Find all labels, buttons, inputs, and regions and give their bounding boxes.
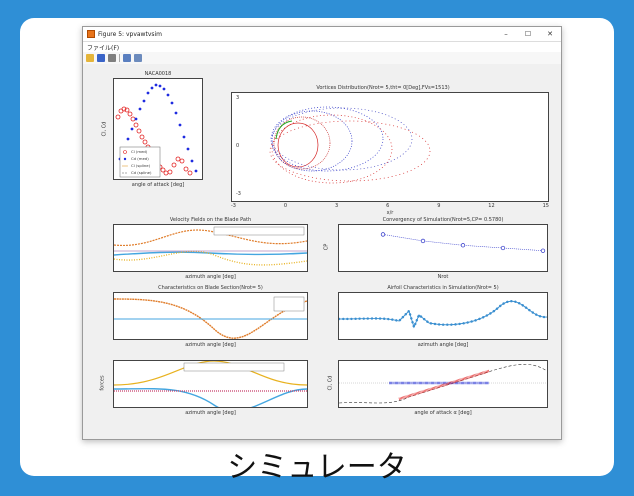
convergency-ylabel: CP — [323, 243, 330, 251]
vortex-ytick-3: -3 — [236, 191, 241, 197]
minimize-button[interactable]: – — [504, 30, 508, 38]
vortex-xticks: -3 0 3 6 9 12 15 — [231, 203, 549, 209]
blade-plot — [113, 292, 308, 340]
blade-title: Characteristics on Blade Section(Nrot= 5… — [158, 285, 263, 291]
airfoil-title: Airfoil Characteristics in Simulation(Nr… — [387, 285, 499, 291]
naca-title: NACA0018 — [144, 71, 172, 77]
velocity-plot — [113, 224, 308, 272]
naca-legend-1: Cl (med) — [131, 149, 148, 154]
close-button[interactable]: ✕ — [547, 30, 553, 38]
convergency-xlabel: Nrot — [437, 274, 449, 280]
vortex-title: Vortices Distribution(Nrot= 5,tht= 0[Deg… — [316, 85, 450, 91]
figure-canvas: NACA0018 Cl (med) Cd (med) Cl (spline) C… — [83, 64, 561, 439]
blade-xlabel: azimuth angle [deg] — [185, 342, 236, 348]
figure-window: Figure 5: vpvawtvsim – ☐ ✕ ファイル(F) NACA0… — [82, 26, 562, 440]
vortex-xlabel: x/r — [386, 210, 394, 216]
menu-file[interactable]: ファイル(F) — [87, 44, 120, 52]
link-plot-icon[interactable] — [123, 54, 131, 62]
convergency-point-2 — [420, 238, 426, 244]
clcd-xlabel: angle of attack α [deg] — [414, 410, 472, 416]
convergency-point-1 — [380, 232, 386, 237]
velocity-xlabel: azimuth angle [deg] — [185, 274, 236, 280]
vortex-ytick-1: 3 — [236, 95, 240, 101]
convergency-title: Convergency of Simulation(Nrot=5,CP= 0.5… — [382, 217, 504, 223]
clcd-plot — [338, 360, 548, 408]
naca-xlabel: angle of attack [deg] — [131, 182, 185, 188]
vortex-ytick-2: 0 — [236, 143, 240, 149]
convergency-line — [382, 234, 544, 252]
convergency-point-3 — [460, 243, 466, 248]
print-icon[interactable] — [108, 54, 116, 62]
naca-ylabel: Cl, Cd — [101, 121, 108, 137]
velocity-title: Velocity Fields on the Blade Path — [169, 217, 252, 223]
airfoil-xlabel: azimuth angle [deg] — [417, 342, 469, 348]
clcd-ylabel: Cl, Cd — [327, 375, 334, 391]
airfoil-plot — [338, 292, 548, 340]
convergency-plot — [338, 224, 548, 272]
convergency-point-5 — [540, 248, 546, 253]
maximize-button[interactable]: ☐ — [524, 30, 532, 38]
open-folder-icon[interactable] — [86, 54, 94, 62]
menu-bar: ファイル(F) — [83, 42, 561, 52]
convergency-point-4 — [500, 245, 506, 251]
naca-legend-4: Cd (spline) — [131, 170, 152, 175]
forces-xlabel: azimuth angle [deg] — [185, 410, 236, 416]
forces-plot — [113, 360, 308, 408]
window-title: Figure 5: vpvawtvsim — [98, 30, 163, 38]
forces-ylabel: forces — [99, 375, 106, 391]
property-editor-icon[interactable] — [134, 54, 142, 62]
title-bar: Figure 5: vpvawtvsim – ☐ ✕ — [83, 27, 561, 42]
naca-legend-3: Cl (spline) — [131, 163, 151, 168]
naca-legend-2: Cd (med) — [131, 156, 149, 161]
figure-icon — [87, 30, 95, 38]
naca-plot: Cl (med) Cd (med) Cl (spline) Cd (spline… — [113, 78, 203, 180]
vortex-plot: 3 0 -3 — [231, 92, 549, 202]
save-icon[interactable] — [97, 54, 105, 62]
slide-caption: シミュレータ — [227, 450, 407, 485]
